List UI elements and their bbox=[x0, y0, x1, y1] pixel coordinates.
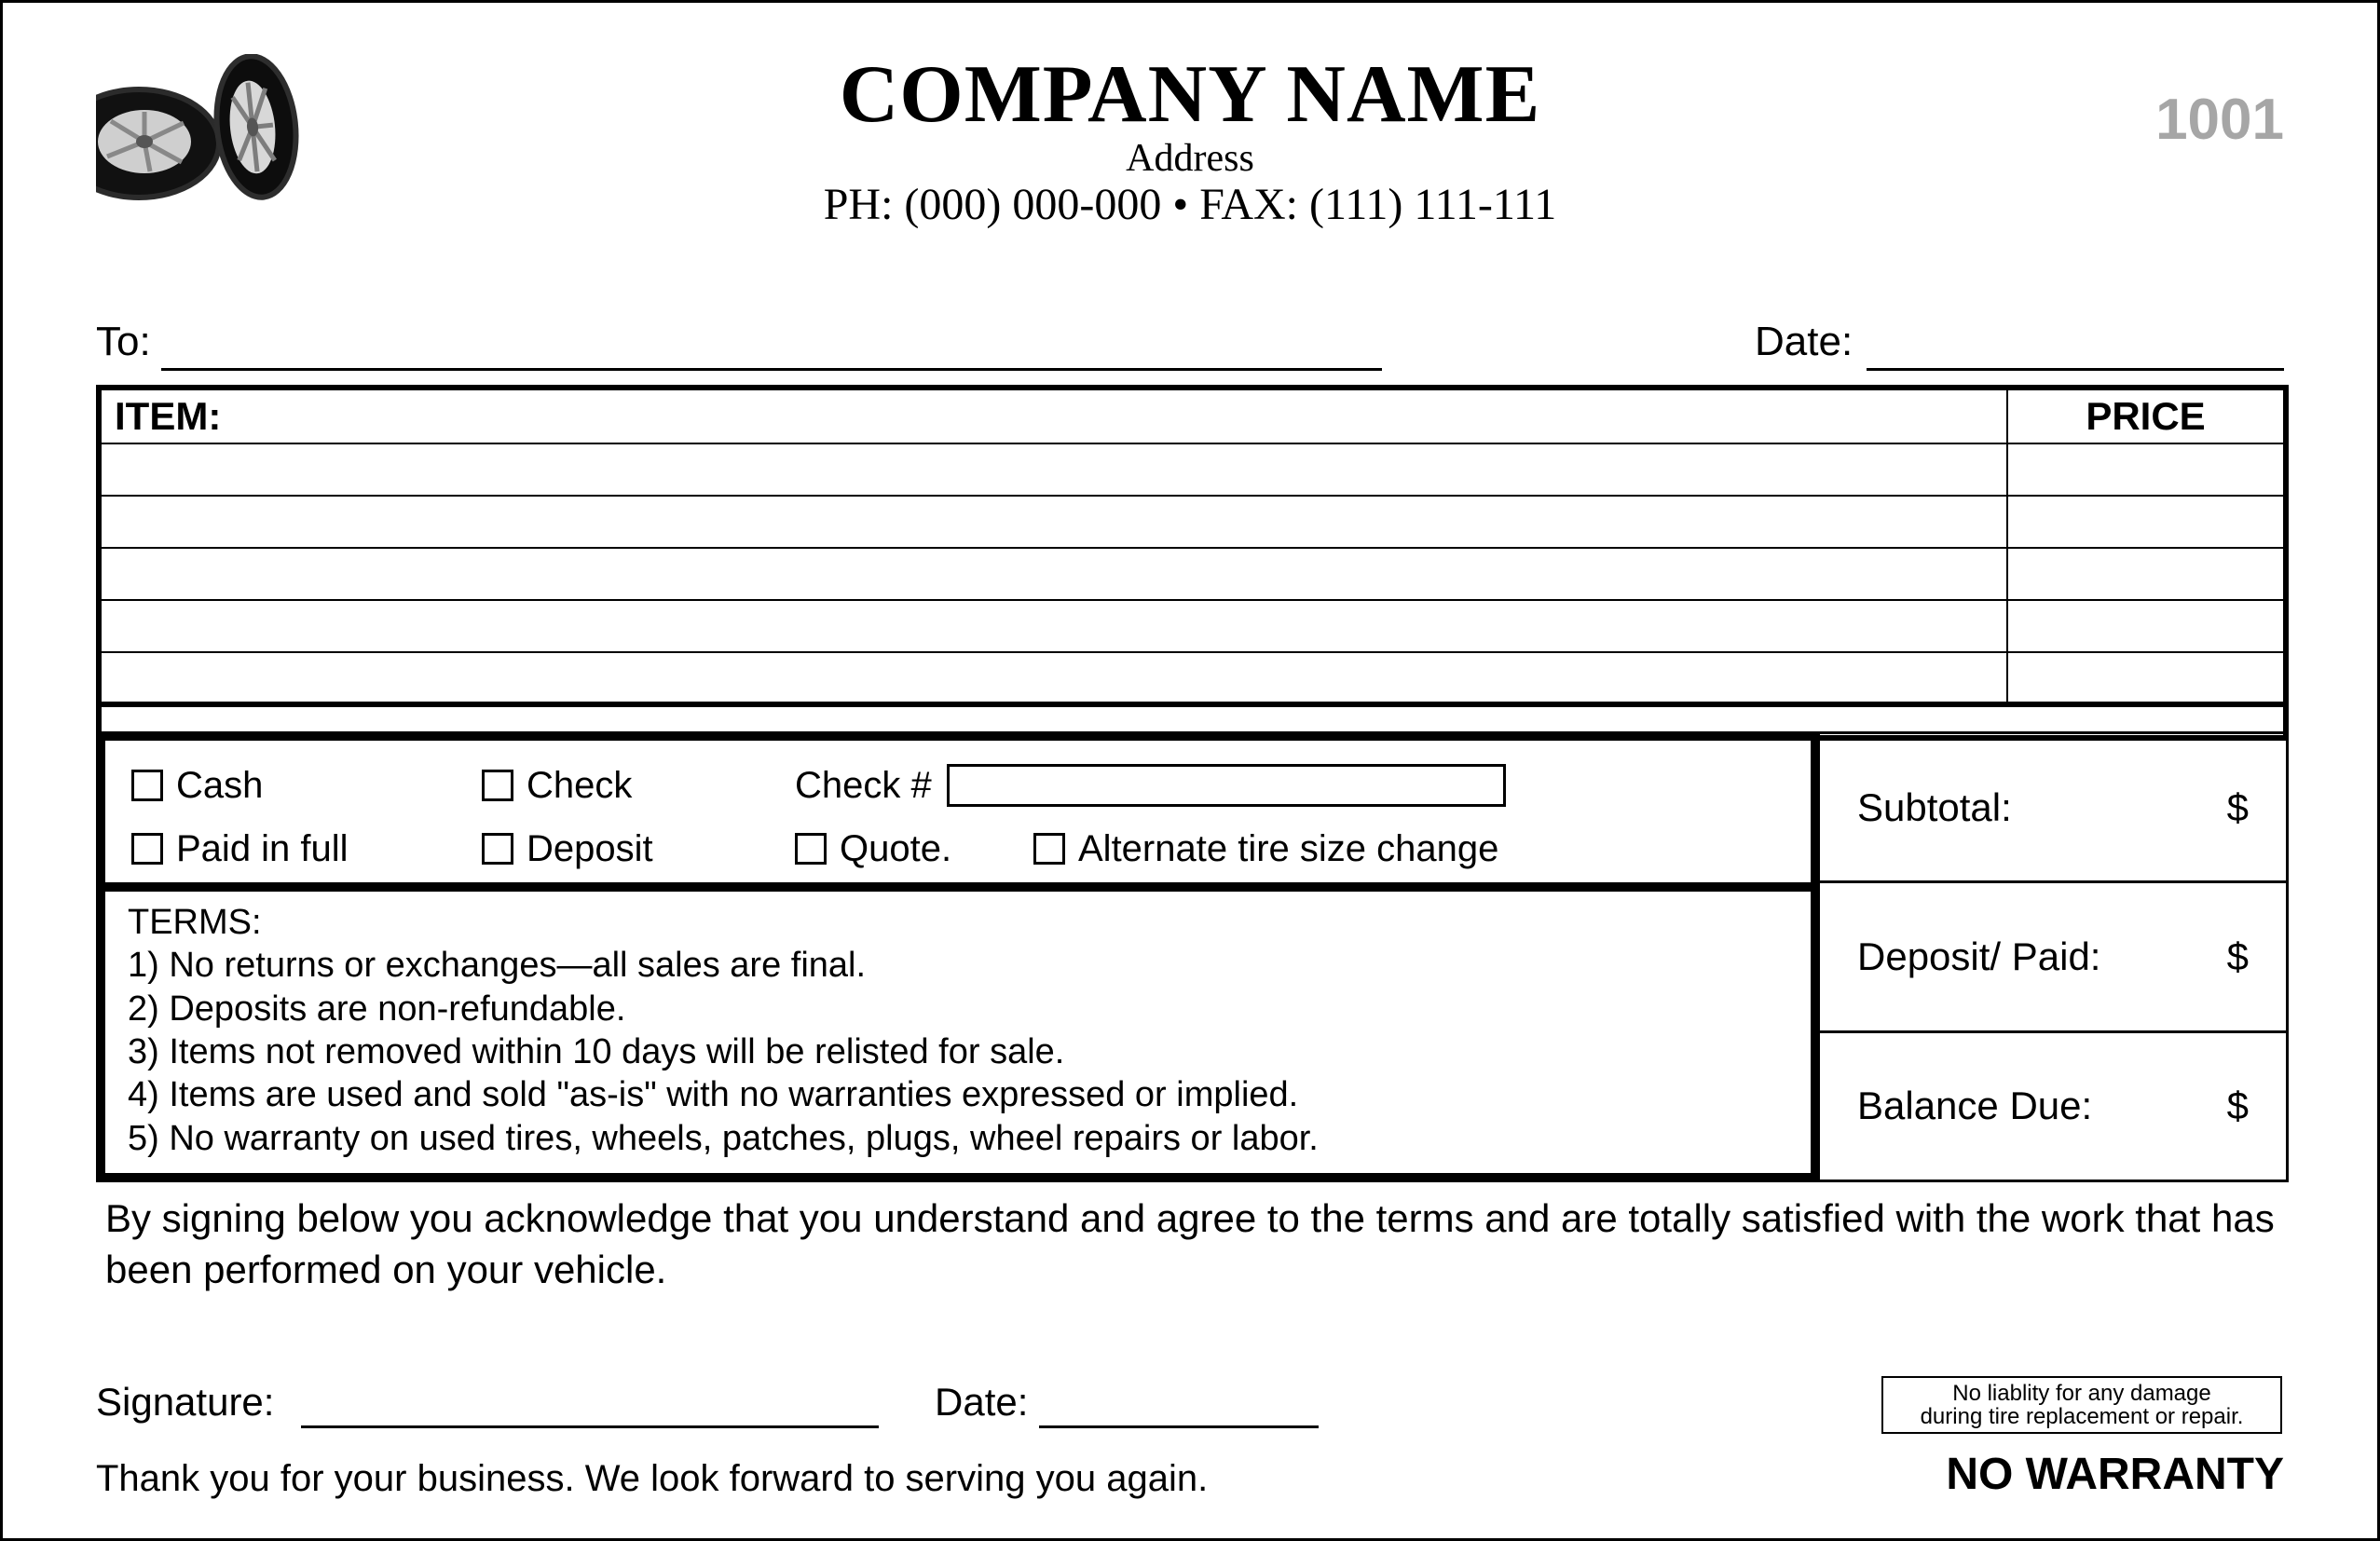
check-checkbox[interactable]: Check bbox=[482, 765, 761, 807]
sig-date-line[interactable] bbox=[1039, 1425, 1319, 1428]
terms-line: 3) Items not removed within 10 days will… bbox=[128, 1030, 1788, 1073]
cash-label: Cash bbox=[176, 765, 263, 807]
paid-full-label: Paid in full bbox=[176, 828, 349, 870]
to-label: To: bbox=[96, 319, 151, 365]
item-row[interactable] bbox=[99, 652, 2286, 704]
check-number-field[interactable]: Check # bbox=[795, 764, 1506, 807]
payments-box: Cash Check Check # Paid in full D bbox=[105, 741, 1811, 892]
invoice-number: 1001 bbox=[2155, 87, 2284, 153]
to-date-row: To: Date: bbox=[96, 315, 2284, 371]
checknum-label: Check # bbox=[795, 765, 932, 807]
signature-line[interactable] bbox=[301, 1425, 879, 1428]
item-row[interactable] bbox=[99, 443, 2286, 496]
deposit-paid-amount[interactable]: $ bbox=[2227, 934, 2249, 979]
lower-section: Cash Check Check # Paid in full D bbox=[96, 731, 2289, 1182]
balance-due-label: Balance Due: bbox=[1857, 1084, 2092, 1128]
item-row[interactable] bbox=[99, 548, 2286, 600]
deposit-checkbox[interactable]: Deposit bbox=[482, 828, 761, 870]
no-warranty-text: NO WARRANTY bbox=[1946, 1449, 2284, 1500]
terms-box: TERMS: 1) No returns or exchanges—all sa… bbox=[105, 892, 1811, 1173]
to-input-line[interactable] bbox=[161, 368, 1382, 371]
sig-date-label: Date: bbox=[935, 1380, 1028, 1425]
subtotal-label: Subtotal: bbox=[1857, 785, 2012, 830]
acknowledgement-text: By signing below you acknowledge that yo… bbox=[105, 1193, 2275, 1295]
deposit-label: Deposit bbox=[527, 828, 653, 870]
quote-checkbox[interactable]: Quote. bbox=[795, 828, 1000, 870]
invoice-page: COMPANY NAME Address PH: (000) 000-000 •… bbox=[0, 0, 2380, 1541]
item-row[interactable] bbox=[99, 496, 2286, 548]
deposit-paid-row: Deposit/ Paid: $ bbox=[1820, 883, 2289, 1032]
item-row[interactable] bbox=[99, 600, 2286, 652]
alt-tire-checkbox[interactable]: Alternate tire size change bbox=[1033, 828, 1498, 870]
terms-line: 1) No returns or exchanges—all sales are… bbox=[128, 944, 1788, 987]
totals-block: Subtotal: $ Deposit/ Paid: $ Balance Due… bbox=[1820, 731, 2289, 1182]
price-header: PRICE bbox=[2007, 388, 2286, 443]
deposit-paid-label: Deposit/ Paid: bbox=[1857, 934, 2100, 979]
check-label: Check bbox=[527, 765, 632, 807]
signature-label: Signature: bbox=[96, 1380, 274, 1425]
date-label: Date: bbox=[1755, 319, 1853, 365]
liability-box: No liablity for any damageduring tire re… bbox=[1881, 1376, 2282, 1434]
cash-checkbox[interactable]: Cash bbox=[131, 765, 448, 807]
signature-row: Signature: Date: No liablity for any dam… bbox=[96, 1372, 2284, 1428]
balance-due-amount[interactable]: $ bbox=[2227, 1084, 2249, 1128]
company-contacts: PH: (000) 000-000 • FAX: (111) 111-111 bbox=[3, 179, 2377, 230]
terms-line: 4) Items are used and sold "as-is" with … bbox=[128, 1073, 1788, 1116]
header: COMPANY NAME Address PH: (000) 000-000 •… bbox=[3, 48, 2377, 230]
thank-you-text: Thank you for your business. We look for… bbox=[96, 1458, 1208, 1500]
quote-label: Quote. bbox=[840, 828, 951, 870]
subtotal-row: Subtotal: $ bbox=[1820, 731, 2289, 883]
item-header: ITEM: bbox=[99, 388, 2007, 443]
balance-due-row: Balance Due: $ bbox=[1820, 1033, 2289, 1182]
company-address: Address bbox=[3, 136, 2377, 181]
paid-full-checkbox[interactable]: Paid in full bbox=[131, 828, 448, 870]
company-name: COMPANY NAME bbox=[3, 48, 2377, 142]
alt-tire-label: Alternate tire size change bbox=[1078, 828, 1498, 870]
terms-heading: TERMS: bbox=[128, 901, 1788, 944]
subtotal-amount[interactable]: $ bbox=[2227, 785, 2249, 830]
date-input-line[interactable] bbox=[1867, 368, 2284, 371]
left-block: Cash Check Check # Paid in full D bbox=[96, 731, 1820, 1182]
terms-line: 2) Deposits are non-refundable. bbox=[128, 988, 1788, 1030]
terms-line: 5) No warranty on used tires, wheels, pa… bbox=[128, 1117, 1788, 1160]
item-table: ITEM: PRICE bbox=[96, 385, 2289, 741]
